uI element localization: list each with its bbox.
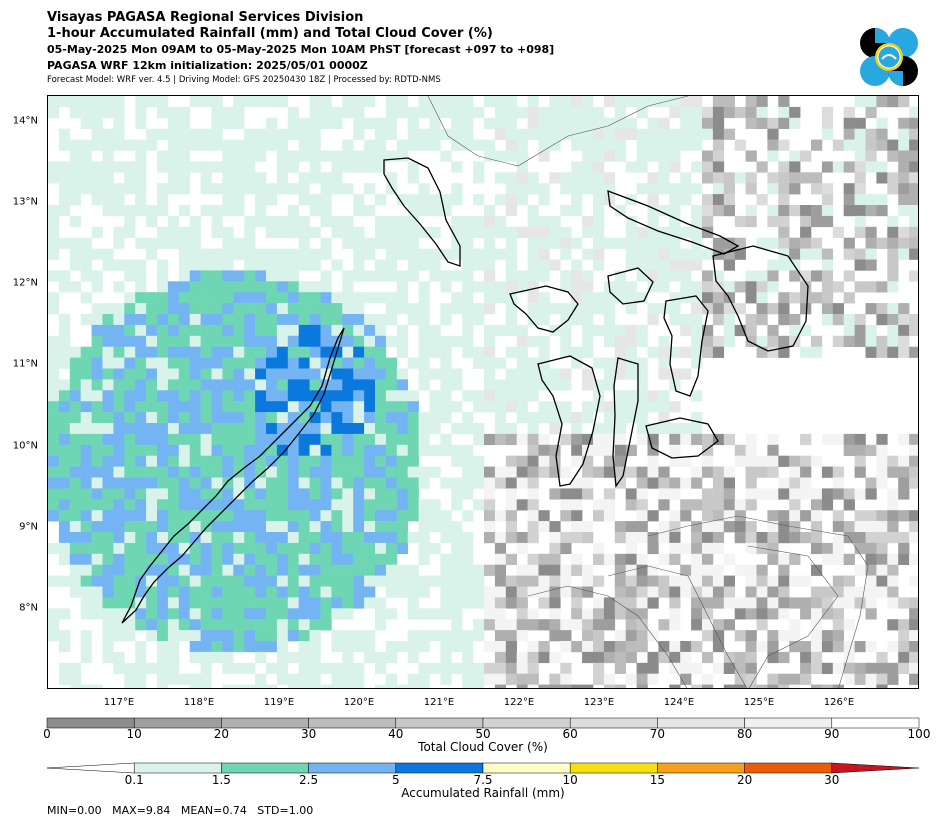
cloud-cover-colorbar [46, 717, 920, 729]
rain-tick: 15 [649, 773, 666, 787]
coastlines [121, 157, 809, 624]
cloud-tick: 60 [562, 727, 578, 741]
lon-label: 120°E [343, 697, 375, 708]
cloud-colorbar-label: Total Cloud Cover (%) [418, 740, 548, 754]
title-model-info: Forecast Model: WRF ver. 4.5 | Driving M… [47, 75, 441, 85]
rain-colorbar-segment [482, 762, 571, 774]
cloud-colorbar-segment [221, 717, 309, 729]
lat-label: 9°N [19, 521, 38, 533]
rain-tick: 7.5 [473, 773, 493, 787]
lon-label: 121°E [423, 697, 455, 708]
cloud-tick: 80 [736, 727, 753, 741]
rain-tick: 10 [562, 773, 578, 787]
cloud-tick: 100 [907, 727, 931, 741]
lat-label: 10°N [12, 440, 38, 452]
cloud-tick: 70 [649, 727, 666, 741]
lat-label: 13°N [12, 196, 38, 208]
lon-label: 125°E [743, 697, 775, 708]
lon-label: 119°E [263, 697, 295, 708]
lat-label: 12°N [12, 277, 38, 289]
province-borders [427, 96, 869, 688]
cebu-coastline [612, 357, 639, 488]
negros-coastline [537, 355, 601, 487]
masbate-coastline [607, 267, 654, 305]
cloud-colorbar-segment [133, 717, 222, 729]
lon-label: 118°E [183, 697, 215, 708]
rain-tick: 2.5 [299, 773, 319, 787]
rain-colorbar-extend-high [831, 762, 920, 774]
lon-label: 126°E [823, 697, 855, 708]
weather-map [47, 95, 919, 689]
title-line-1: Visayas PAGASA Regional Services Divisio… [47, 10, 364, 25]
panay-coastline [509, 285, 579, 333]
lat-label: 11°N [12, 358, 38, 370]
map-canvas [48, 96, 918, 688]
cloud-colorbar-segment [657, 717, 745, 729]
rain-colorbar-segment [569, 762, 658, 774]
cloud-tick: 30 [300, 727, 317, 741]
lon-label: 122°E [503, 697, 535, 708]
cloud-colorbar-segment [395, 717, 484, 729]
lon-label: 123°E [583, 697, 615, 708]
rain-colorbar-label: Accumulated Rainfall (mm) [401, 786, 565, 800]
forecast-grid [48, 96, 918, 688]
cloud-colorbar-segment [569, 717, 658, 729]
cloud-colorbar-segment [744, 717, 833, 729]
rain-colorbar-segment [133, 762, 222, 774]
cloud-colorbar-segment [308, 717, 397, 729]
rainfall-colorbar [46, 762, 920, 774]
title-initialization: PAGASA WRF 12km initialization: 2025/05/… [47, 59, 368, 72]
lat-label: 8°N [19, 602, 38, 614]
title-valid-time: 05-May-2025 Mon 09AM to 05-May-2025 Mon … [47, 43, 555, 56]
rain-colorbar-segment [657, 762, 745, 774]
lon-label: 124°E [663, 697, 695, 708]
lon-label: 117°E [103, 697, 135, 708]
cloud-tick: 40 [388, 727, 404, 741]
rain-colorbar-extend-low [46, 762, 135, 774]
rain-colorbar-segment [221, 762, 309, 774]
lat-label: 14°N [12, 115, 38, 127]
cloud-colorbar-segment [482, 717, 571, 729]
rain-tick: 20 [736, 773, 753, 787]
cloud-tick: 90 [824, 727, 840, 741]
cloud-tick: 50 [475, 727, 491, 741]
rain-tick: 0.1 [124, 773, 144, 787]
rain-colorbar-segment [744, 762, 833, 774]
rain-colorbar-segment [395, 762, 484, 774]
bicol-coastline [607, 190, 740, 255]
samar-coastline [712, 245, 809, 352]
bohol-coastline [645, 417, 719, 459]
rain-tick: 1.5 [211, 773, 231, 787]
title-line-2: 1-hour Accumulated Rainfall (mm) and Tot… [47, 26, 493, 41]
rain-tick: 30 [824, 773, 840, 787]
cloud-tick: 10 [126, 727, 142, 741]
cloud-tick: 0 [43, 727, 51, 741]
stats-line: MIN=0.00 MAX=9.84 MEAN=0.74 STD=1.00 [47, 804, 314, 817]
cloud-colorbar-segment [831, 717, 920, 729]
rain-colorbar-segment [308, 762, 397, 774]
rain-tick: 5 [391, 773, 400, 787]
cloud-colorbar-segment [46, 717, 135, 729]
leyte-coastline [663, 295, 709, 397]
palawan-coastline [121, 327, 345, 624]
pagasa-logo [858, 26, 920, 88]
cloud-tick: 20 [213, 727, 230, 741]
mindoro-coastline [383, 157, 461, 267]
